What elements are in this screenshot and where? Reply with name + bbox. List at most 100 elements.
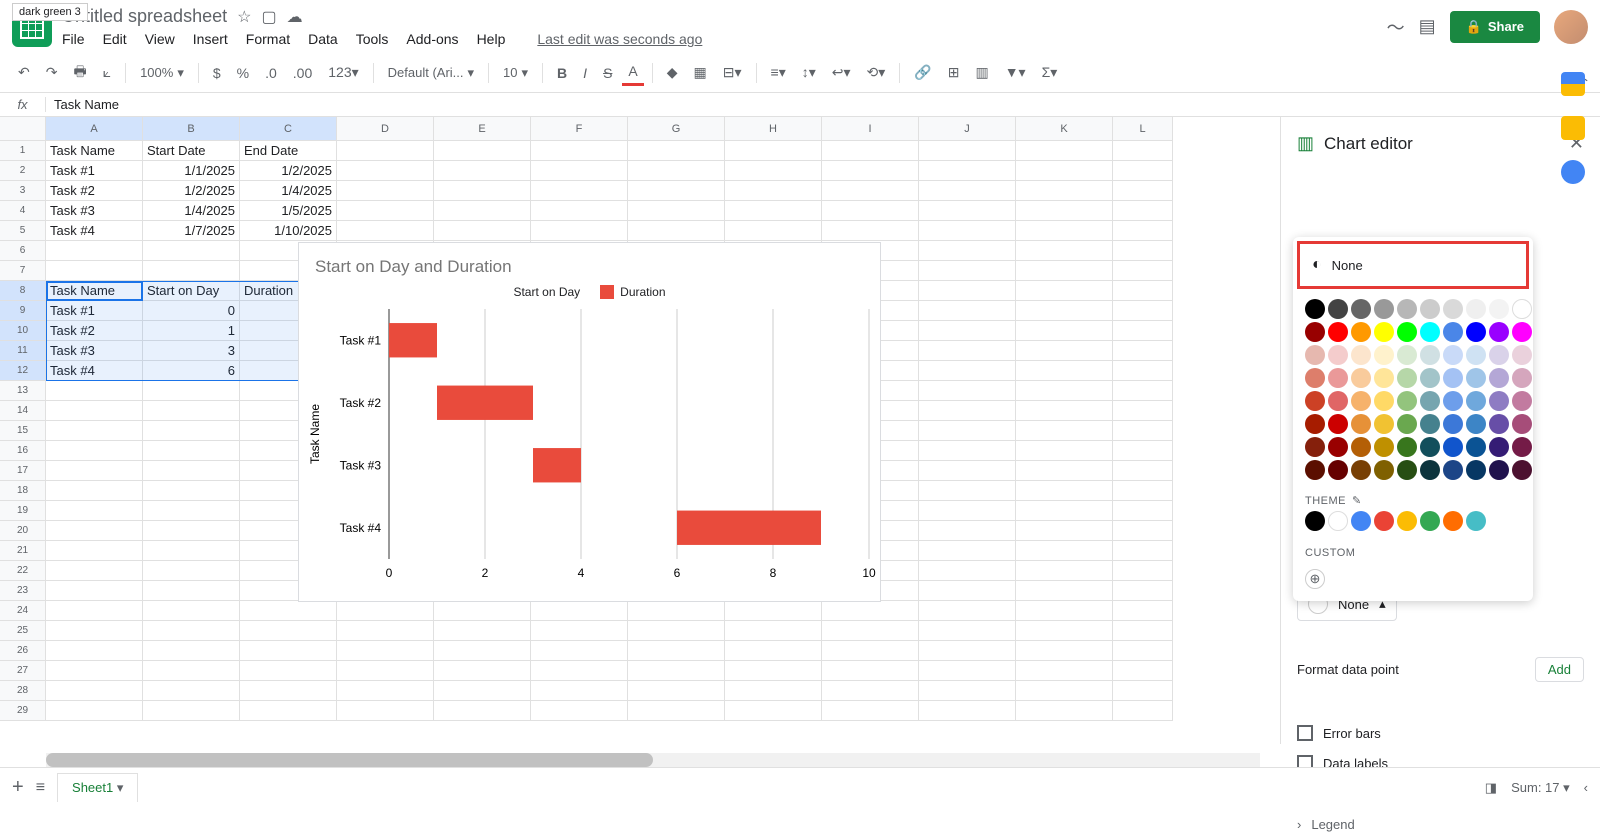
cell[interactable]: 3 [143,341,240,361]
cell[interactable]: Task #1 [46,301,143,321]
sum-display[interactable]: Sum: 17 ▾ [1511,780,1570,796]
cell[interactable] [725,141,822,161]
cell[interactable] [1113,161,1173,181]
cell[interactable] [1113,641,1173,661]
cell[interactable] [725,161,822,181]
zoom-select[interactable]: 100% ▾ [134,63,190,83]
cell[interactable] [337,141,434,161]
column-header[interactable]: H [725,117,822,141]
theme-color-swatch[interactable] [1351,511,1371,531]
color-swatch[interactable] [1489,345,1509,365]
tasks-addon-icon[interactable] [1561,160,1585,184]
cell[interactable] [1016,521,1113,541]
color-swatch[interactable] [1512,368,1532,388]
cell[interactable] [822,201,919,221]
cell[interactable]: Task #3 [46,201,143,221]
cell[interactable] [434,221,531,241]
cell[interactable] [1016,281,1113,301]
cell[interactable] [919,581,1016,601]
cell[interactable] [1016,581,1113,601]
error-bars-checkbox[interactable] [1297,725,1313,741]
redo-button[interactable]: ↷ [40,60,64,85]
cell[interactable] [337,181,434,201]
cell[interactable] [919,141,1016,161]
cell[interactable]: 1/4/2025 [143,201,240,221]
cell[interactable] [1016,621,1113,641]
cell[interactable] [919,521,1016,541]
cell[interactable] [1113,501,1173,521]
cell[interactable] [1016,421,1113,441]
bold-button[interactable]: B [551,61,573,85]
theme-color-swatch[interactable] [1397,511,1417,531]
color-swatch[interactable] [1443,414,1463,434]
color-swatch[interactable] [1466,299,1486,319]
functions-button[interactable]: Σ▾ [1036,60,1064,85]
link-button[interactable]: 🔗 [908,60,937,85]
cell[interactable] [919,361,1016,381]
row-header[interactable]: 28 [0,681,46,701]
row-header[interactable]: 23 [0,581,46,601]
cell[interactable]: Task #2 [46,321,143,341]
cell[interactable] [337,221,434,241]
add-custom-color-button[interactable]: ⊕ [1305,569,1325,589]
cell[interactable] [1113,561,1173,581]
cell[interactable] [1016,201,1113,221]
cell[interactable] [628,161,725,181]
cell[interactable] [919,401,1016,421]
side-panel-toggle[interactable]: ‹ [1584,780,1588,795]
cell[interactable] [240,701,337,721]
color-swatch[interactable] [1466,460,1486,480]
color-swatch[interactable] [1374,414,1394,434]
cell[interactable] [337,701,434,721]
cell[interactable] [822,601,919,621]
cell[interactable] [919,281,1016,301]
row-header[interactable]: 13 [0,381,46,401]
cell[interactable] [628,681,725,701]
cell[interactable] [1113,681,1173,701]
fill-color-button[interactable]: ◆ [661,60,684,85]
cell[interactable] [919,601,1016,621]
cell[interactable] [434,201,531,221]
keep-addon-icon[interactable] [1561,116,1585,140]
cell[interactable] [46,621,143,641]
cell[interactable] [240,601,337,621]
color-swatch[interactable] [1420,345,1440,365]
cell[interactable] [46,261,143,281]
color-swatch[interactable] [1512,460,1532,480]
row-header[interactable]: 17 [0,461,46,481]
color-swatch[interactable] [1328,322,1348,342]
cell[interactable] [919,501,1016,521]
cell[interactable] [628,181,725,201]
cell[interactable] [919,561,1016,581]
cell[interactable] [531,621,628,641]
cell[interactable] [1113,301,1173,321]
cell[interactable] [1113,541,1173,561]
color-swatch[interactable] [1489,299,1509,319]
cell[interactable] [725,641,822,661]
menu-edit[interactable]: Edit [103,31,127,47]
cell[interactable] [434,601,531,621]
cell[interactable] [531,181,628,201]
menu-file[interactable]: File [62,31,85,47]
cell[interactable] [46,421,143,441]
menu-view[interactable]: View [145,31,175,47]
add-sheet-button[interactable]: + [12,776,24,799]
column-header[interactable]: J [919,117,1016,141]
color-swatch[interactable] [1397,460,1417,480]
merge-button[interactable]: ⊟▾ [717,60,748,85]
embedded-chart[interactable]: Start on Day and DurationStart on DayDur… [298,242,881,602]
wrap-button[interactable]: ↩▾ [826,60,857,85]
cell[interactable] [1016,261,1113,281]
row-header[interactable]: 4 [0,201,46,221]
horizontal-scrollbar[interactable] [46,753,1260,767]
color-swatch[interactable] [1305,437,1325,457]
cell[interactable] [822,181,919,201]
color-swatch[interactable] [1443,322,1463,342]
color-swatch[interactable] [1489,322,1509,342]
cell[interactable] [1113,201,1173,221]
cell[interactable] [822,621,919,641]
cell[interactable] [1016,301,1113,321]
color-swatch[interactable] [1443,460,1463,480]
spreadsheet-grid[interactable]: ABCDEFGHIJKL 123456789101112131415161718… [0,117,1280,744]
cell[interactable] [725,601,822,621]
